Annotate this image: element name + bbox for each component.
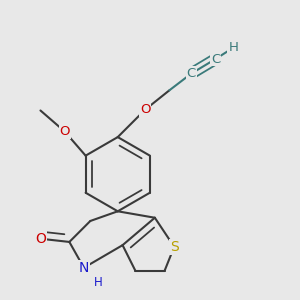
Text: H: H <box>94 276 103 289</box>
Text: O: O <box>35 232 46 246</box>
Text: S: S <box>170 240 178 254</box>
Text: N: N <box>79 261 89 275</box>
Text: O: O <box>140 103 150 116</box>
Text: O: O <box>59 125 70 138</box>
Text: C: C <box>211 52 220 65</box>
Text: C: C <box>187 67 196 80</box>
Text: H: H <box>228 41 238 54</box>
